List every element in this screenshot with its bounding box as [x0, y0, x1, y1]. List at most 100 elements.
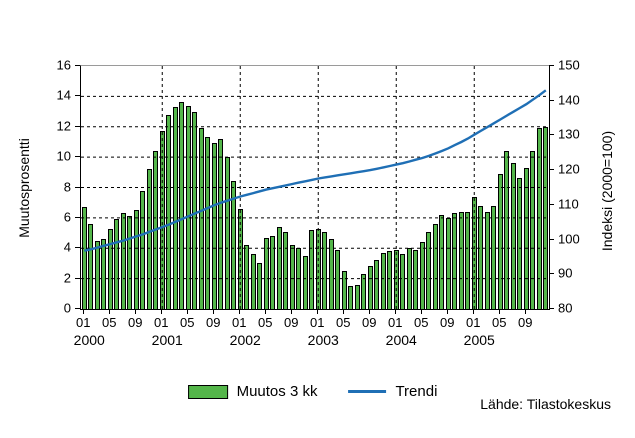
x-axis-tickmark [421, 309, 423, 314]
bar [367, 266, 373, 309]
bar [172, 107, 178, 309]
x-axis-year-label: 2003 [307, 332, 339, 348]
x-axis-tickmark [473, 309, 475, 314]
left-axis-tickmark [75, 125, 80, 127]
bar [543, 126, 549, 309]
bar [328, 239, 334, 309]
legend: Muutos 3 kk Trendi [187, 383, 438, 400]
x-axis-month-label: 01 [76, 315, 91, 330]
bar [419, 242, 425, 309]
bar [536, 128, 542, 309]
bar [348, 286, 354, 309]
right-axis-tickmark [549, 273, 554, 275]
left-axis-tickmark [75, 156, 80, 158]
bar [302, 255, 308, 309]
left-axis-tick-label: 16 [56, 57, 71, 73]
right-axis-tickmark [549, 308, 554, 309]
bar [296, 248, 302, 309]
bar [276, 227, 282, 309]
bar [270, 236, 276, 309]
x-axis-tickmark [265, 309, 267, 314]
left-axis-tickmark [75, 247, 80, 249]
bar [133, 210, 139, 309]
bar [491, 205, 497, 309]
x-axis-month-label: 09 [440, 315, 455, 330]
plot-area [80, 65, 550, 310]
x-axis-tickmark [109, 309, 111, 314]
x-axis-year-label: 2002 [229, 332, 261, 348]
x-axis-tickmark [135, 309, 137, 314]
trend-legend-label: Trendi [395, 383, 438, 400]
bar [94, 240, 100, 309]
x-axis-tickmark [369, 309, 371, 314]
x-axis-month-label: 05 [180, 315, 195, 330]
bar [406, 248, 412, 309]
bar [263, 237, 269, 309]
bar [114, 219, 120, 309]
bar [159, 131, 165, 309]
bar [218, 138, 224, 309]
bar [88, 223, 94, 309]
bar [127, 216, 133, 309]
right-axis-tickmark [549, 169, 554, 171]
right-axis-tick-label: 120 [558, 161, 580, 177]
x-axis-tickmark [239, 309, 241, 314]
bar [224, 157, 230, 309]
x-axis-tickmark [291, 309, 293, 314]
bar [523, 167, 529, 309]
x-axis-month-label: 01 [388, 315, 403, 330]
bar [335, 249, 341, 309]
bar [465, 211, 471, 309]
bar [387, 251, 393, 309]
x-axis-tickmark [525, 309, 527, 314]
bar [289, 245, 295, 309]
left-axis-tickmark [75, 65, 80, 66]
bar [380, 252, 386, 309]
left-axis-tickmark [75, 308, 80, 309]
bar [231, 181, 237, 309]
bar [250, 254, 256, 309]
right-axis-tick-label: 80 [558, 300, 573, 316]
bar [497, 173, 503, 309]
bar [484, 211, 490, 309]
right-axis-tick-label: 100 [558, 231, 580, 247]
bar [211, 143, 217, 309]
bar [107, 228, 113, 309]
bar [140, 190, 146, 309]
bar [452, 213, 458, 309]
bar [432, 223, 438, 309]
left-axis-tickmark [75, 216, 80, 218]
bar [478, 205, 484, 309]
right-axis-tick-label: 130 [558, 126, 580, 142]
x-axis-tickmark [213, 309, 215, 314]
x-axis-month-label: 05 [102, 315, 117, 330]
bar [458, 211, 464, 309]
source-label: Lähde: Tilastokeskus [480, 396, 611, 412]
bar [81, 207, 87, 309]
bar [146, 169, 152, 309]
bar [439, 214, 445, 309]
x-axis-year-label: 2000 [73, 332, 105, 348]
x-axis-month-label: 01 [466, 315, 481, 330]
right-axis-tickmark [549, 99, 554, 101]
right-axis-tick-label: 140 [558, 92, 580, 108]
bar [400, 254, 406, 309]
bar [192, 111, 198, 309]
right-axis-tick-label: 90 [558, 265, 573, 281]
left-axis-tickmark [75, 186, 80, 188]
x-axis-month-label: 05 [414, 315, 429, 330]
bar [166, 114, 172, 309]
x-axis-month-label: 05 [492, 315, 507, 330]
bar [153, 151, 159, 309]
x-axis-month-label: 09 [518, 315, 533, 330]
bar [393, 249, 399, 309]
bar [185, 105, 191, 309]
bar [315, 228, 321, 309]
x-axis-month-label: 09 [284, 315, 299, 330]
left-axis-tick-label: 8 [63, 179, 71, 194]
x-axis-tickmark [395, 309, 397, 314]
x-axis-month-label: 09 [128, 315, 143, 330]
bar [237, 208, 243, 309]
right-axis-tickmark [549, 238, 554, 240]
